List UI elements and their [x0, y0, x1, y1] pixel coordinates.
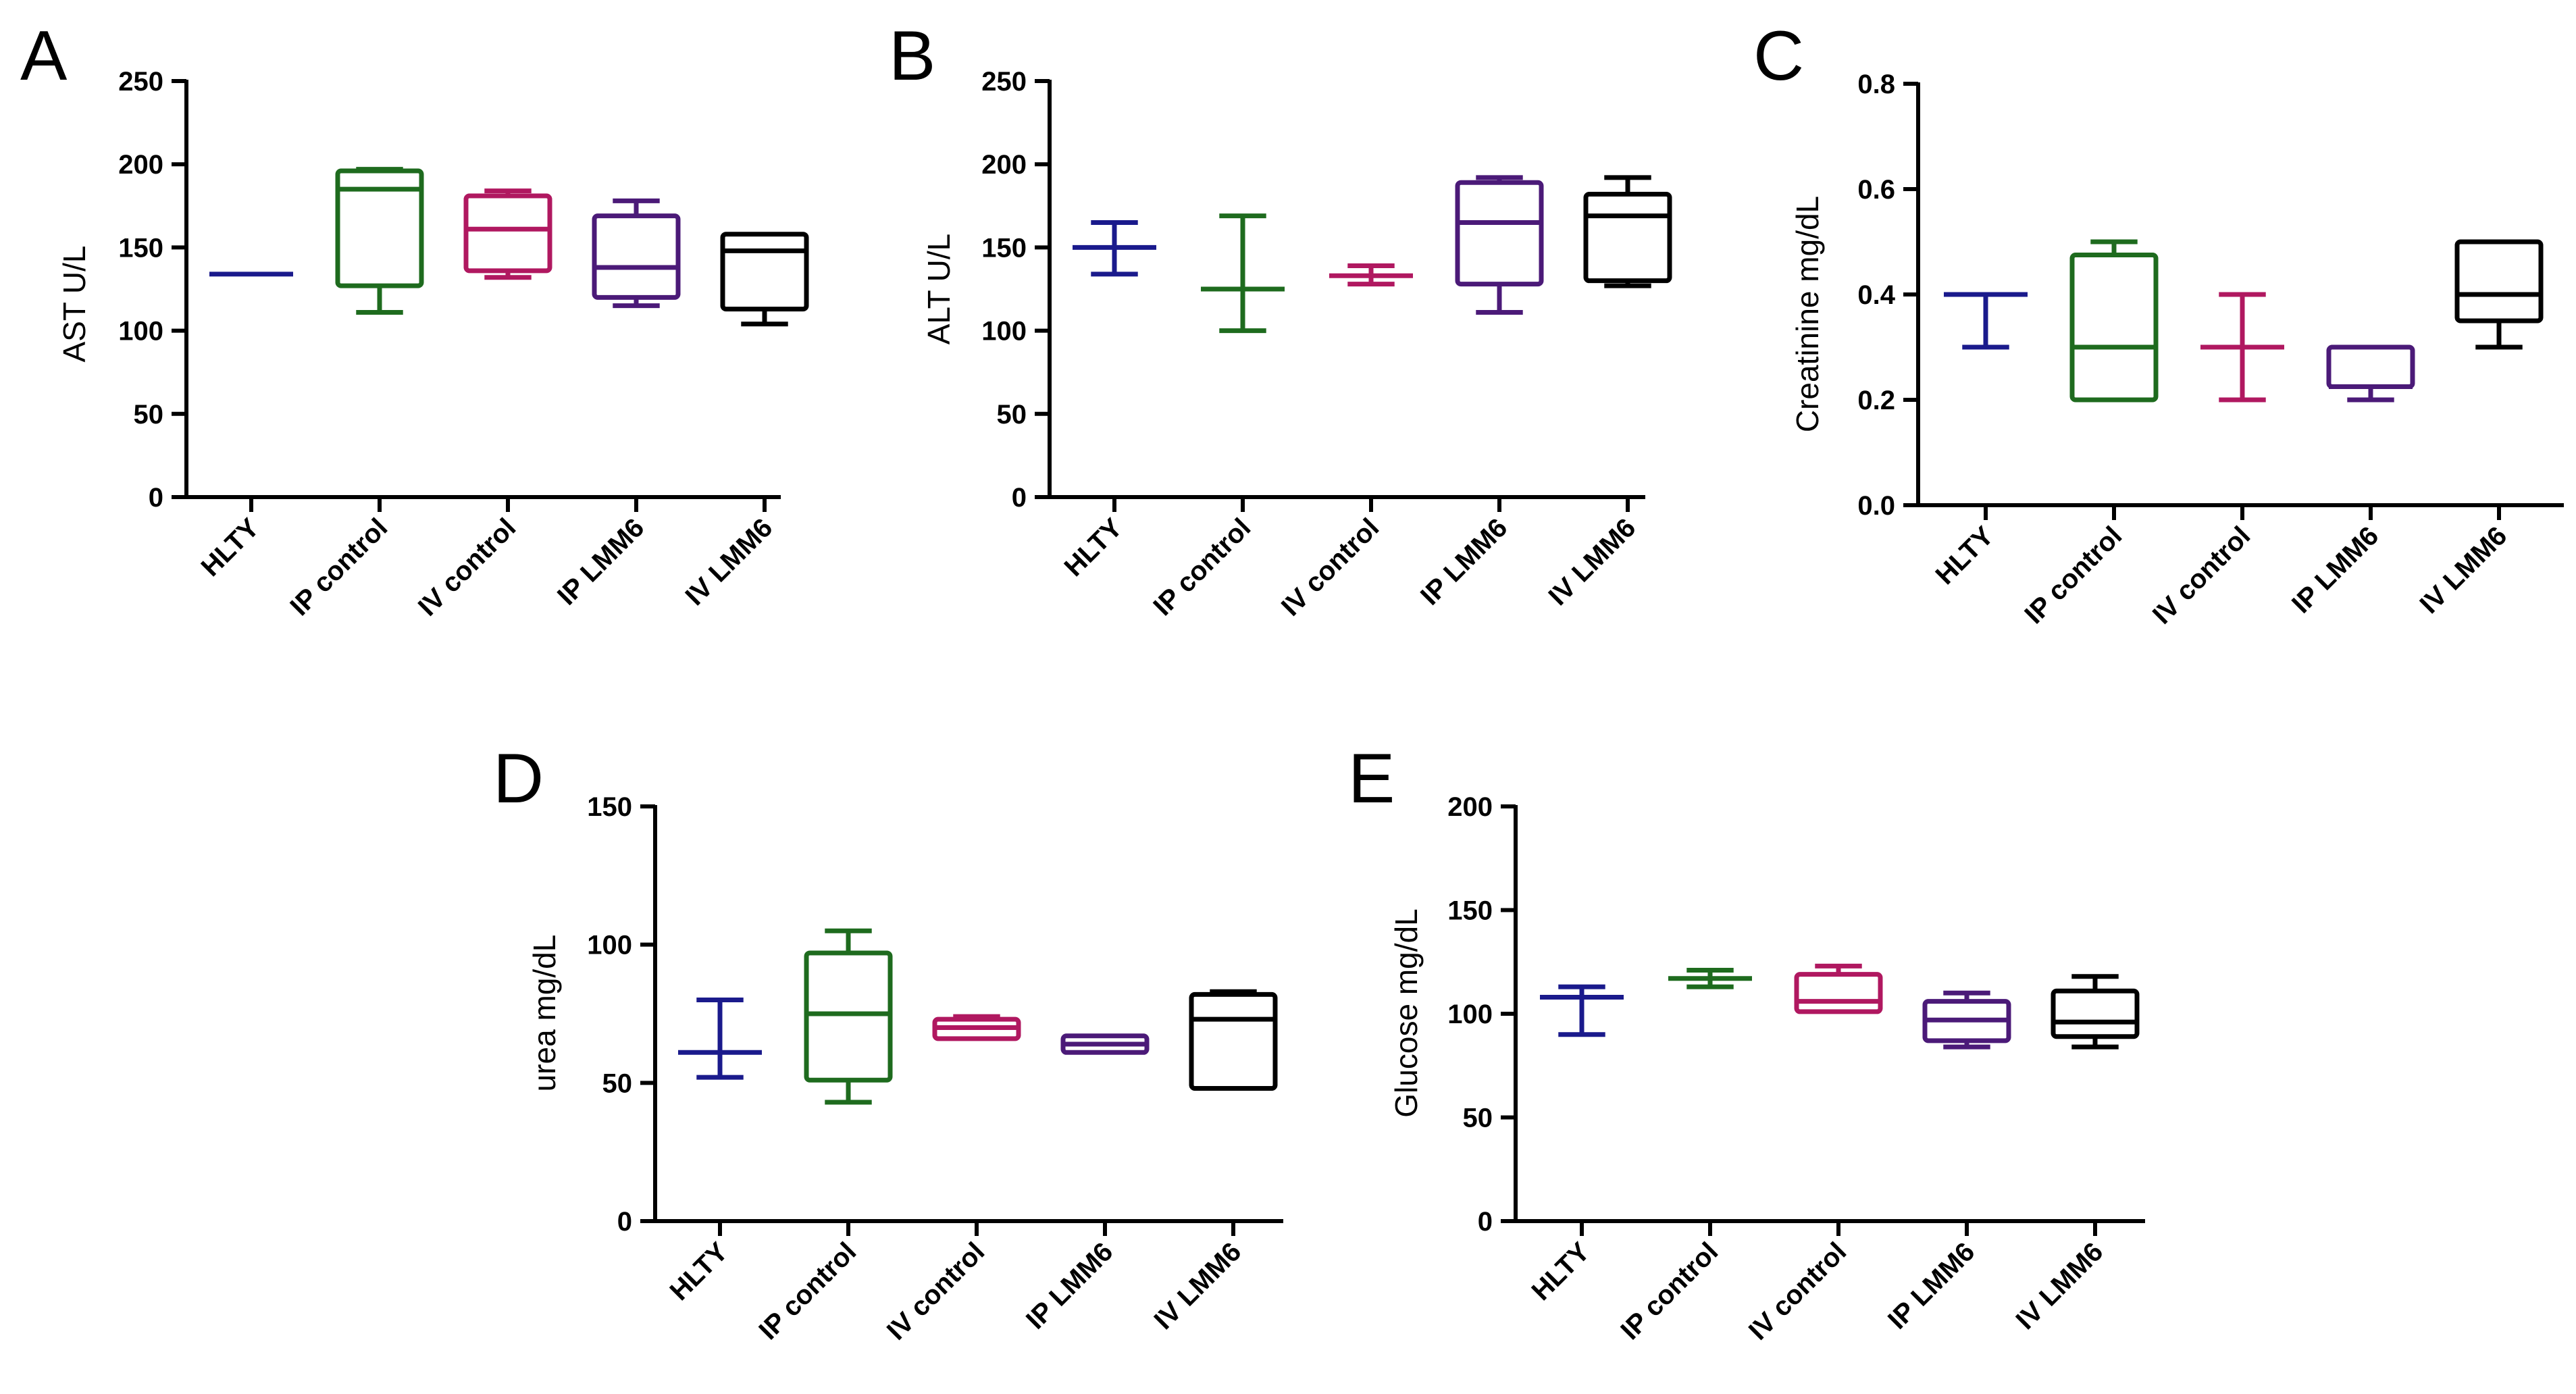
panel-a-x-tick-label: IV LMM6	[680, 513, 779, 611]
panel-b-x-tick-label: IV control	[1276, 513, 1385, 622]
panel-e-x-tick-label: HLTY	[1526, 1237, 1596, 1306]
panel-c-letter: C	[1753, 17, 1804, 95]
panel-d-ip-control-box	[804, 950, 893, 1083]
panel-c: C Creatinine mg/dL 0.0 0.2 0.4 0.6 0.8 HLTY IP…	[1753, 17, 2564, 630]
panel-b-y-tick-label: 100	[981, 317, 1027, 346]
panel-e: E Glucose mg/dL 0 50 100 150 200 HLTY IP contr…	[1348, 740, 2145, 1346]
panel-c-y-tick-label: 0.4	[1857, 280, 1895, 310]
panel-a-y-axis-title: AST U/L	[57, 246, 92, 363]
panel-a-letter: A	[20, 17, 68, 95]
panel-e-iv-control-box	[1794, 972, 1883, 1014]
panel-e-x-tick-label: IV LMM6	[2011, 1237, 2109, 1335]
panel-b-x-tick-label: IP LMM6	[1415, 513, 1513, 611]
panel-e-plot: 0 50 100 150 200 HLTY IP control IV control IP L…	[1447, 792, 2145, 1346]
panel-d-x-tick-label: IP control	[753, 1237, 862, 1345]
panel-b-y-tick-label: 0	[1012, 483, 1027, 513]
panel-d-y-tick-label: 150	[587, 792, 632, 822]
panel-b-iv-lmm6-box	[1583, 192, 1672, 284]
panel-a-ip-control-box	[335, 168, 424, 288]
panel-e-y-tick-label: 150	[1447, 896, 1493, 926]
panel-a-iv-lmm6-box	[720, 232, 809, 312]
panel-a-y-tick-label: 200	[118, 150, 163, 180]
panel-a-plot: 0 50 100 150 200 250 HLTY IP control IV control I…	[118, 67, 809, 622]
panel-a-y-tick-label: 50	[134, 400, 164, 430]
panel-a-x-tick-label: IP control	[284, 513, 393, 621]
panel-c-x-tick-label: IP LMM6	[2286, 521, 2384, 619]
panel-e-iv-lmm6-box	[2051, 988, 2140, 1039]
panel-c-iv-lmm6-box	[2454, 239, 2544, 324]
panel-a-x-tick-label: IV control	[413, 513, 522, 622]
panel-e-y-axis-title: Glucose mg/dL	[1389, 908, 1424, 1117]
panel-d-x-tick-label: IV control	[881, 1237, 991, 1346]
panel-d-y-axis-title: urea mg/dL	[527, 935, 562, 1092]
panel-d-letter: D	[493, 740, 544, 818]
panel-c-y-tick-label: 0.0	[1857, 491, 1895, 521]
panel-c-ip-control-box	[2069, 253, 2159, 403]
panel-d: D urea mg/dL 0 50 100 150 HLTY IP control IV c…	[493, 740, 1283, 1346]
panel-a-x-tick-label: IP LMM6	[552, 513, 650, 611]
panel-d-x-tick-label: IP LMM6	[1021, 1237, 1118, 1335]
panel-d-y-tick-label: 0	[617, 1207, 632, 1237]
panel-e-y-tick-label: 200	[1447, 792, 1493, 822]
panel-c-y-tick-label: 0.6	[1857, 175, 1895, 205]
panel-c-x-tick-label: IV control	[2147, 521, 2257, 630]
panel-e-y-tick-label: 50	[1463, 1104, 1493, 1133]
panel-a-iv-control-box	[463, 193, 552, 274]
panel-b-y-tick-label: 200	[981, 150, 1027, 180]
panel-b-x-tick-label: IP control	[1148, 513, 1256, 621]
panel-b-x-tick-label: IV LMM6	[1543, 513, 1642, 611]
panel-c-ip-lmm6-box	[2326, 344, 2415, 389]
panel-a-y-tick-label: 250	[118, 67, 163, 97]
panel-b-y-axis-title: ALT U/L	[921, 234, 956, 344]
panel-d-x-tick-label: HLTY	[665, 1237, 734, 1306]
panel-e-x-tick-label: IP control	[1615, 1237, 1724, 1345]
panel-c-x-tick-label: HLTY	[1930, 521, 2000, 590]
panel-c-x-tick-label: IP control	[2019, 521, 2128, 629]
panel-b-plot: 0 50 100 150 200 250 HLTY IP control IV control I…	[981, 67, 1672, 622]
panel-a-x-tick-label: HLTY	[196, 513, 265, 582]
panel-b-letter: B	[889, 17, 935, 95]
panel-c-x-tick-label: IV LMM6	[2415, 521, 2513, 619]
panel-e-letter: E	[1348, 740, 1395, 818]
panel-d-iv-lmm6-box	[1189, 991, 1278, 1091]
panel-c-plot: 0.0 0.2 0.4 0.6 0.8 HLTY IP control IV control I…	[1857, 70, 2564, 630]
panel-e-y-tick-label: 100	[1447, 1000, 1493, 1029]
panel-e-y-tick-label: 0	[1478, 1207, 1493, 1237]
panel-b-x-tick-label: HLTY	[1059, 513, 1129, 582]
panel-a-y-tick-label: 100	[118, 317, 163, 346]
panel-b-y-tick-label: 50	[997, 400, 1027, 430]
panel-d-y-tick-label: 100	[587, 931, 632, 960]
panel-b-y-tick-label: 150	[981, 233, 1027, 263]
panel-d-x-tick-label: IV LMM6	[1149, 1237, 1247, 1335]
panel-c-y-tick-label: 0.8	[1857, 70, 1895, 99]
panel-b-ip-lmm6-box	[1455, 180, 1544, 287]
panel-e-x-tick-label: IV control	[1743, 1237, 1853, 1346]
panel-d-plot: 0 50 100 150 HLTY IP control IV control IP LMM6…	[587, 792, 1283, 1346]
panel-e-x-tick-label: IP LMM6	[1882, 1237, 1980, 1335]
panel-a-y-tick-label: 0	[149, 483, 163, 513]
panel-b-y-tick-label: 250	[981, 67, 1027, 97]
panel-a-ip-lmm6-box	[592, 213, 681, 300]
panel-c-y-axis-title: Creatinine mg/dL	[1790, 196, 1825, 432]
panel-a-y-tick-label: 150	[118, 233, 163, 263]
panel-d-y-tick-label: 50	[602, 1068, 633, 1098]
panel-c-y-tick-label: 0.2	[1857, 386, 1895, 415]
